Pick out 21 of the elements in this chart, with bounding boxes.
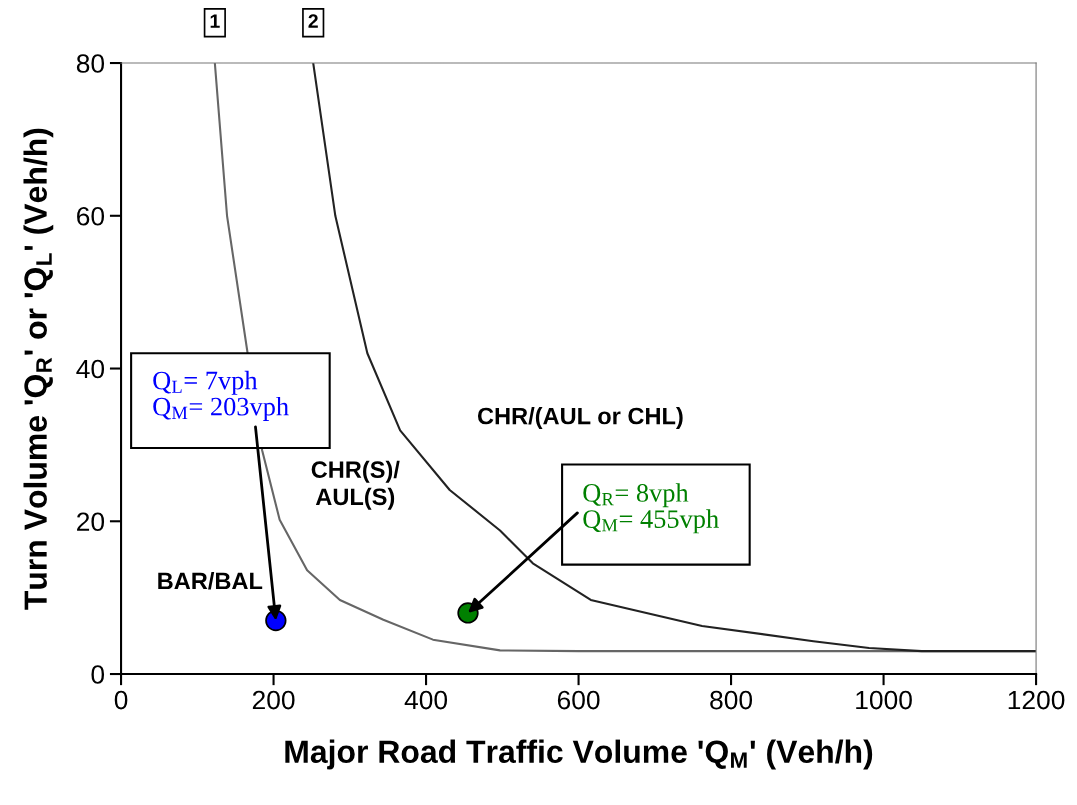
annotation: 1: [210, 14, 220, 28]
x-tick-label: 1200: [1008, 690, 1065, 710]
x-tick-label: 600: [557, 690, 600, 710]
x-tick-label: 400: [404, 690, 448, 710]
y-axis-title: Turn Volume 'Q$_{R}$' or 'Q$_{L}$' (Veh/h): [23, 128, 54, 610]
annotation: CHR(S)/ AUL(S): [311, 460, 400, 510]
annotation: CHR/(AUL or CHL): [477, 407, 683, 430]
annotation: BAR/BAL: [158, 571, 263, 590]
y-tick-label: 40: [76, 359, 105, 379]
x-tick-label: 1000: [856, 690, 912, 710]
x-axis-title: Major Road Traffic Volume 'Q$_{M}$' (Veh/h): [285, 739, 873, 770]
annotation: Q$_{R}$= 8vph Q$_{M}$= 455vph: [583, 483, 719, 534]
y-tick-label: 20: [77, 512, 105, 532]
x-tick-label: 800: [710, 690, 753, 710]
y-tick-label: 60: [77, 206, 105, 226]
y-tick-label: 0: [91, 665, 105, 684]
annotation: 2: [308, 14, 318, 28]
annotation: Q$_{L}$= 7vph Q$_{M}$= 203vph: [153, 370, 289, 421]
x-tick-label: 0: [114, 690, 128, 710]
y-tick-label: 80: [76, 54, 105, 73]
x-tick-label: 200: [252, 690, 295, 710]
